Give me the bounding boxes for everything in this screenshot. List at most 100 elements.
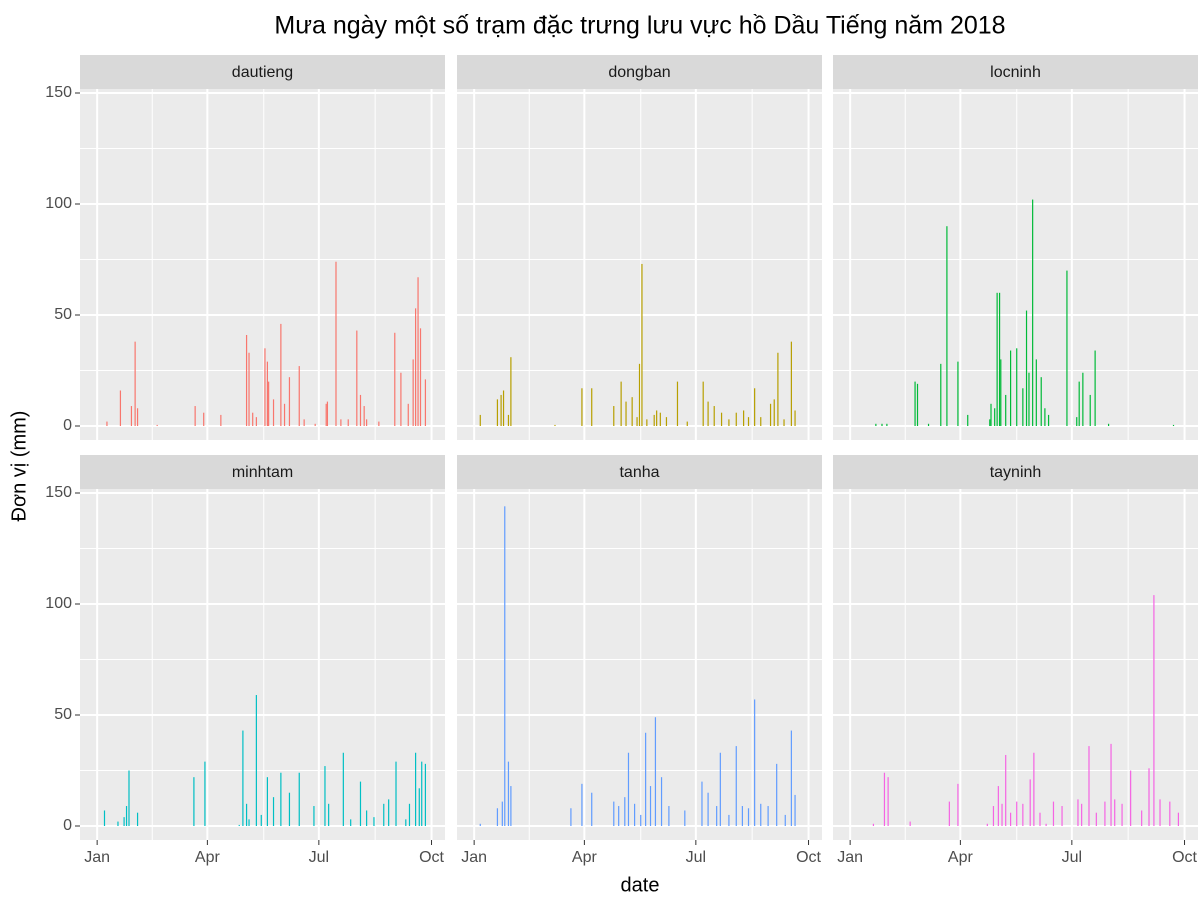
bar [728,814,730,827]
bar [383,803,385,827]
bar [424,379,427,427]
bar [735,412,737,427]
bar [916,383,919,427]
bar [1121,803,1123,827]
bar [303,419,305,427]
x-tick-label: Apr [572,849,598,866]
bar [940,363,942,427]
bar [684,810,686,827]
bar [106,421,108,427]
bar [326,401,329,427]
strip [80,455,445,489]
bar [720,412,723,427]
bar [649,786,652,827]
bar [1177,812,1180,827]
bar [783,419,785,427]
bar [421,761,423,827]
bar [264,348,266,427]
panel [80,489,445,840]
bar [356,330,358,427]
bar [388,799,390,827]
bar [760,803,762,827]
bar [242,730,244,827]
bar [634,803,636,827]
bar [359,781,362,827]
bar [1089,394,1091,427]
bar [1010,350,1012,427]
bar [350,819,352,827]
bar [728,419,730,427]
bar [794,794,796,827]
bar [659,412,661,427]
bar [713,406,715,427]
bar [245,334,248,427]
bar [641,263,643,427]
bar [1029,779,1031,827]
bar [260,814,262,827]
bar [992,806,995,827]
bar [1045,823,1047,827]
y-tick-label: 150 [45,84,72,101]
bar [881,423,883,427]
bar [777,352,779,427]
facet-label: tayninh [990,464,1042,481]
bar [1016,801,1018,827]
bar [238,824,240,827]
bar [1044,408,1046,427]
bar [747,417,750,427]
bar [1047,414,1050,427]
panel [457,489,822,840]
strip [457,55,822,89]
bar [754,699,756,827]
bar [741,806,743,827]
bar [1076,417,1078,427]
bar [407,403,409,427]
bar [1130,770,1132,827]
bar [408,803,411,827]
bar [373,817,375,827]
bar [496,399,499,427]
bar [1039,812,1041,827]
bar [1153,595,1155,827]
bar [1066,270,1068,427]
bar [1172,424,1175,427]
x-axis-label: date [621,874,660,896]
strip [80,55,445,89]
bar [419,328,422,427]
bar [1077,799,1079,827]
bar [283,403,286,427]
bar [340,419,342,427]
panel [833,489,1198,840]
bar [1016,348,1018,427]
bar [123,817,125,827]
bar [156,424,158,427]
bar [735,746,737,827]
bar [415,752,417,827]
bar [479,823,481,827]
bar [998,292,1001,427]
bar [707,401,709,427]
bar [424,763,427,827]
bar [654,717,657,827]
bar [886,423,888,427]
bar [1001,803,1003,827]
bar [1025,310,1028,427]
bar [665,417,668,427]
bar [417,277,419,427]
bar [130,406,133,427]
bar [272,797,275,827]
bar [760,417,762,427]
bar [957,783,959,827]
bar [418,788,420,827]
bar [1032,199,1034,427]
bar [1000,359,1002,427]
bar [510,357,512,427]
bar [627,752,630,827]
bar [1061,806,1063,827]
bar [347,419,349,427]
bar [996,292,998,427]
bar [887,777,889,827]
bar [314,423,316,427]
bar [784,814,786,827]
